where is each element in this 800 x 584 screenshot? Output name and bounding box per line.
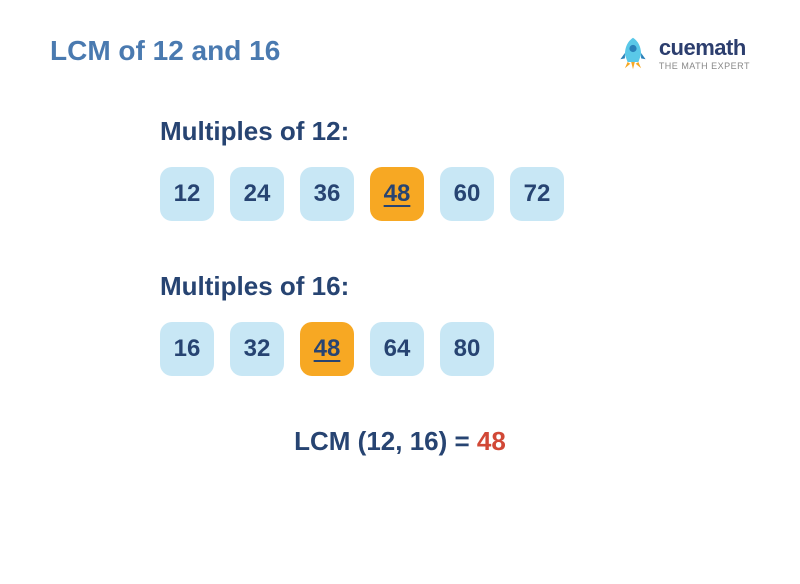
result-line: LCM (12, 16) = 48 bbox=[50, 426, 750, 457]
logo: cuemath THE MATH EXPERT bbox=[615, 35, 750, 71]
multiple-chip-highlight: 48 bbox=[370, 167, 424, 221]
multiple-chip: 60 bbox=[440, 167, 494, 221]
header: LCM of 12 and 16 cuemath THE MATH EXPERT bbox=[50, 35, 750, 71]
logo-brand: cuemath bbox=[659, 35, 750, 61]
result-label: LCM (12, 16) = bbox=[294, 426, 477, 456]
multiple-chip: 12 bbox=[160, 167, 214, 221]
section-title: Multiples of 16: bbox=[160, 271, 750, 302]
multiple-chip-highlight: 48 bbox=[300, 322, 354, 376]
multiple-chip: 64 bbox=[370, 322, 424, 376]
multiple-chip: 24 bbox=[230, 167, 284, 221]
section-title: Multiples of 12: bbox=[160, 116, 750, 147]
logo-tagline: THE MATH EXPERT bbox=[659, 61, 750, 71]
multiples-section-12: Multiples of 12: 12 24 36 48 60 72 bbox=[160, 116, 750, 221]
multiple-chip: 36 bbox=[300, 167, 354, 221]
rocket-icon bbox=[615, 35, 651, 71]
result-value: 48 bbox=[477, 426, 506, 456]
chips-row: 12 24 36 48 60 72 bbox=[160, 167, 750, 221]
page-title: LCM of 12 and 16 bbox=[50, 35, 280, 67]
multiple-chip: 80 bbox=[440, 322, 494, 376]
multiples-section-16: Multiples of 16: 16 32 48 64 80 bbox=[160, 271, 750, 376]
multiple-chip: 16 bbox=[160, 322, 214, 376]
multiple-chip: 72 bbox=[510, 167, 564, 221]
logo-text: cuemath THE MATH EXPERT bbox=[659, 35, 750, 71]
multiple-chip: 32 bbox=[230, 322, 284, 376]
chips-row: 16 32 48 64 80 bbox=[160, 322, 750, 376]
